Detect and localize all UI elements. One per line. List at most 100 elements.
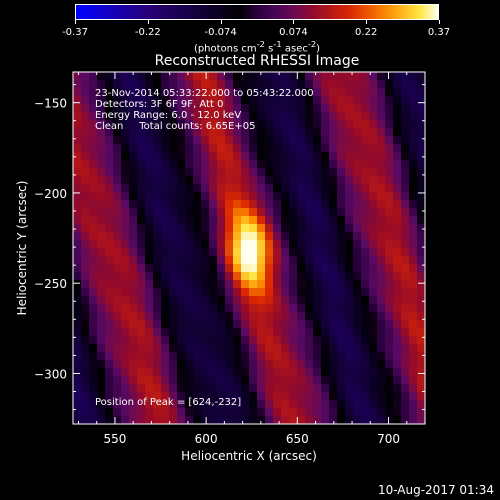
heatmap-cell [281,384,290,393]
heatmap-cell [337,392,346,401]
heatmap-cell [257,288,266,297]
heatmap-cell [417,80,426,89]
heatmap-cell [345,176,354,185]
heatmap-cell [393,168,402,177]
heatmap-cell [81,96,90,105]
heatmap-cell [169,240,178,249]
heatmap-cell [241,208,250,217]
heatmap-cell [369,392,378,401]
heatmap-cell [417,336,426,345]
heatmap-cell [121,72,130,81]
heatmap-cell [145,376,154,385]
heatmap-cell [313,360,322,369]
heatmap-cell [281,136,290,145]
heatmap-cell [409,112,418,121]
heatmap-cell [105,272,114,281]
heatmap-cell [97,88,106,97]
heatmap-cell [233,288,242,297]
heatmap-cell [121,248,130,257]
energy-range-label: Energy Range: 6.0 - 12.0 keV [95,110,242,121]
heatmap-cell [417,304,426,313]
heatmap-cell [377,136,386,145]
heatmap-cell [313,272,322,281]
heatmap-cell [289,368,298,377]
heatmap-cell [89,280,98,289]
heatmap-cell [257,80,266,89]
heatmap-cell [89,192,98,201]
heatmap-cell [153,88,162,97]
heatmap-cell [129,152,138,161]
heatmap-cell [249,160,258,169]
heatmap-cell [273,384,282,393]
heatmap-cell [89,136,98,145]
heatmap-cell [137,296,146,305]
heatmap-cell [113,368,122,377]
heatmap-cell [409,88,418,97]
heatmap-cell [297,392,306,401]
heatmap-cell [249,328,258,337]
heatmap-cell [145,112,154,121]
heatmap-cell [201,296,210,305]
heatmap-cell [289,176,298,185]
heatmap-cell [345,256,354,265]
heatmap-cell [369,352,378,361]
heatmap-cell [233,312,242,321]
heatmap-cell [97,176,106,185]
heatmap-cell [401,120,410,129]
heatmap-cell [145,248,154,257]
heatmap-cell [209,296,218,305]
heatmap-cell [393,152,402,161]
heatmap-cell [129,272,138,281]
heatmap-cell [345,272,354,281]
heatmap-cell [345,184,354,193]
heatmap-cell [249,144,258,153]
heatmap-cell [305,96,314,105]
heatmap-cell [257,104,266,113]
heatmap-cell [265,376,274,385]
heatmap-cell [297,296,306,305]
heatmap-cell [409,264,418,273]
heatmap-cell [409,360,418,369]
heatmap-cell [273,392,282,401]
heatmap-cell [81,168,90,177]
heatmap-cell [177,392,186,401]
heatmap-cell [225,112,234,121]
heatmap-cell [289,312,298,321]
heatmap-cell [321,80,330,89]
heatmap-cell [73,272,82,281]
heatmap-cell [361,176,370,185]
heatmap-cell [217,96,226,105]
heatmap-cell [361,256,370,265]
heatmap-cell [257,320,266,329]
heatmap-cell [145,216,154,225]
heatmap-cell [89,232,98,241]
heatmap-cell [313,344,322,353]
heatmap-cell [161,144,170,153]
heatmap-cell [113,336,122,345]
heatmap-cell [113,320,122,329]
heatmap-cell [249,232,258,241]
heatmap-cell [193,128,202,137]
heatmap-cell [369,136,378,145]
heatmap-cell [289,336,298,345]
heatmap-cell [89,144,98,153]
heatmap-cell [105,304,114,313]
heatmap-cell [233,232,242,241]
heatmap-cell [97,304,106,313]
heatmap-cell [121,120,130,129]
heatmap-cell [265,368,274,377]
heatmap-cell [193,80,202,89]
heatmap-cell [249,184,258,193]
heatmap-cell [153,280,162,289]
heatmap-cell [105,336,114,345]
heatmap-cell [121,328,130,337]
heatmap-cell [193,328,202,337]
heatmap-cell [169,216,178,225]
heatmap-cell [417,160,426,169]
heatmap-cell [209,184,218,193]
heatmap-cell [417,376,426,385]
heatmap-cell [249,336,258,345]
heatmap-cell [97,264,106,273]
heatmap-cell [217,272,226,281]
heatmap-cell [273,96,282,105]
